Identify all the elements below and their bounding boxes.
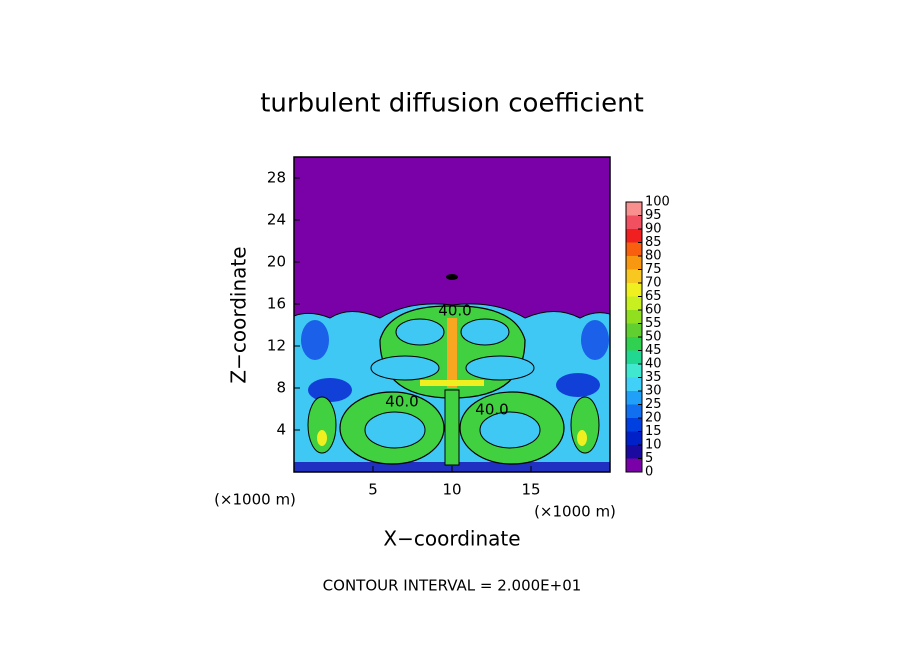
colorbar-bin <box>626 283 642 297</box>
x-tick-label: 5 <box>368 481 378 499</box>
colorbar-bin <box>626 350 642 364</box>
colorbar-bin <box>626 296 642 310</box>
contour-label: 40.0 <box>385 393 418 411</box>
colorbar-bin <box>626 458 642 472</box>
colorbar-bin <box>626 256 642 270</box>
colorbar-label: 70 <box>645 276 662 291</box>
colorbar-label: 90 <box>645 222 662 237</box>
y-tick-label: 4 <box>276 421 286 439</box>
colorbar-label: 20 <box>645 411 662 426</box>
colorbar-bin <box>626 269 642 283</box>
colorbar-label: 95 <box>645 208 662 223</box>
colorbar-label: 45 <box>645 343 662 358</box>
y-tick-label: 24 <box>267 211 286 229</box>
colorbar-label: 30 <box>645 384 662 399</box>
colorbar-label: 25 <box>645 397 662 412</box>
x-axis-label: X−coordinate <box>383 527 520 551</box>
colorbar-label: 5 <box>645 451 653 466</box>
colorbar-bin <box>626 242 642 256</box>
colorbar-bin <box>626 202 642 216</box>
y-tick-label: 12 <box>267 337 286 355</box>
y-tick-label: 16 <box>267 295 286 313</box>
colorbar-label: 75 <box>645 262 662 277</box>
colorbar-bin <box>626 323 642 337</box>
colorbar-label: 15 <box>645 424 662 439</box>
chart-title: turbulent diffusion coefficient <box>260 89 644 119</box>
colorbar-bin <box>626 377 642 391</box>
x-unit-label: (×1000 m) <box>534 503 616 521</box>
contour-label: 40.0 <box>475 401 508 419</box>
contour-label: 40.0 <box>438 302 471 320</box>
colorbar-label: 50 <box>645 330 662 345</box>
colorbar-bin <box>626 215 642 229</box>
colorbar-label: 55 <box>645 316 662 331</box>
colorbar-bin <box>626 337 642 351</box>
colorbar-label: 35 <box>645 370 662 385</box>
colorbar-label: 100 <box>645 195 670 210</box>
x-tick-label: 10 <box>442 481 461 499</box>
colorbar-bin <box>626 445 642 459</box>
x-unit-label: (×1000 m) <box>214 491 296 509</box>
colorbar-label: 60 <box>645 303 662 318</box>
colorbar-label: 85 <box>645 235 662 250</box>
colorbar-label: 40 <box>645 357 662 372</box>
colorbar-bin <box>626 404 642 418</box>
colorbar-bin <box>626 391 642 405</box>
colorbar-bin <box>626 431 642 445</box>
colorbar-bin <box>626 364 642 378</box>
colorbar-label: 10 <box>645 438 662 453</box>
colorbar-label: 65 <box>645 289 662 304</box>
colorbar-label: 80 <box>645 249 662 264</box>
y-tick-label: 28 <box>267 169 286 187</box>
y-tick-label: 8 <box>276 379 286 397</box>
x-tick-label: 15 <box>521 481 540 499</box>
colorbar-label: 0 <box>645 465 653 480</box>
footnote: CONTOUR INTERVAL = 2.000E+01 <box>323 577 582 595</box>
y-axis-label: Z−coordinate <box>227 246 251 383</box>
y-tick-label: 20 <box>267 253 286 271</box>
colorbar-bin <box>626 229 642 243</box>
colorbar-bin <box>626 418 642 432</box>
colorbar-bin <box>626 310 642 324</box>
